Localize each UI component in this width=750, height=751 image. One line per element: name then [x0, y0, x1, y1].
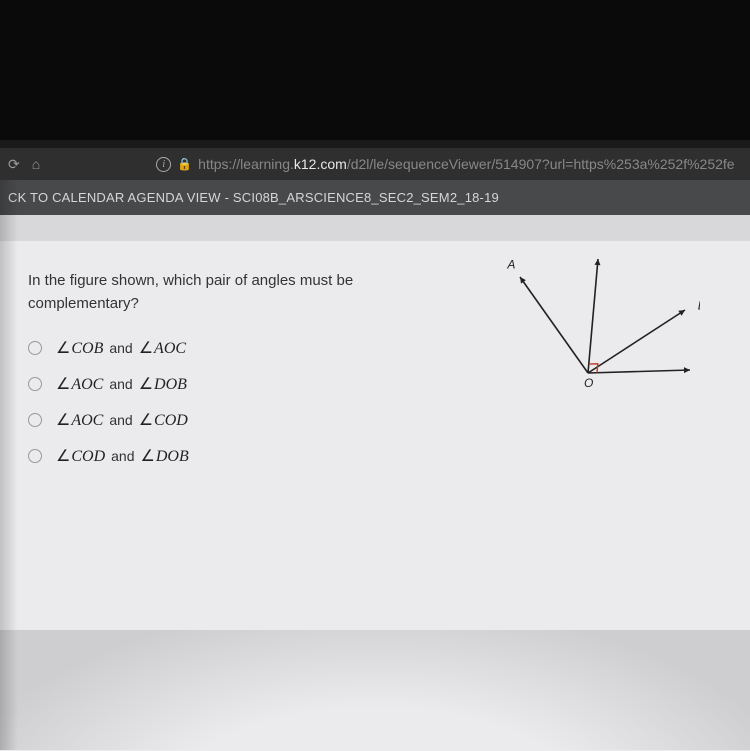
svg-text:D: D [698, 299, 700, 313]
browser-address-bar: ⟳ ⌂ i 🔒 https://learning.k12.com/d2l/le/… [0, 148, 750, 180]
question-text: In the figure shown, which pair of angle… [28, 269, 428, 316]
radio-icon[interactable] [28, 377, 42, 391]
option-4[interactable]: ∠CODand∠DOB [28, 446, 722, 466]
course-banner: CK TO CALENDAR AGENDA VIEW - SCI08B_ARSC… [0, 180, 750, 215]
refresh-icon[interactable]: ⟳ [8, 156, 20, 173]
angle-figure: ACDBO [480, 255, 700, 405]
option-label: ∠CODand∠DOB [56, 446, 189, 466]
banner-text: CK TO CALENDAR AGENDA VIEW - SCI08B_ARSC… [8, 190, 499, 205]
option-label: ∠AOCand∠DOB [56, 374, 187, 394]
url-display[interactable]: i 🔒 https://learning.k12.com/d2l/le/sequ… [156, 156, 734, 172]
url-text: https://learning.k12.com/d2l/le/sequence… [198, 156, 734, 172]
svg-text:O: O [584, 376, 593, 390]
info-icon[interactable]: i [156, 157, 171, 172]
option-label: ∠COBand∠AOC [56, 338, 186, 358]
lock-icon: 🔒 [177, 157, 192, 171]
radio-icon[interactable] [28, 449, 42, 463]
photo-dark-space [0, 0, 750, 140]
page-content-area: CK TO CALENDAR AGENDA VIEW - SCI08B_ARSC… [0, 180, 750, 750]
radio-icon[interactable] [28, 341, 42, 355]
option-label: ∠AOCand∠COD [56, 410, 188, 430]
option-3[interactable]: ∠AOCand∠COD [28, 410, 722, 430]
question-card: In the figure shown, which pair of angle… [0, 241, 750, 751]
radio-icon[interactable] [28, 413, 42, 427]
svg-text:A: A [506, 257, 515, 271]
home-icon[interactable]: ⌂ [32, 156, 40, 172]
